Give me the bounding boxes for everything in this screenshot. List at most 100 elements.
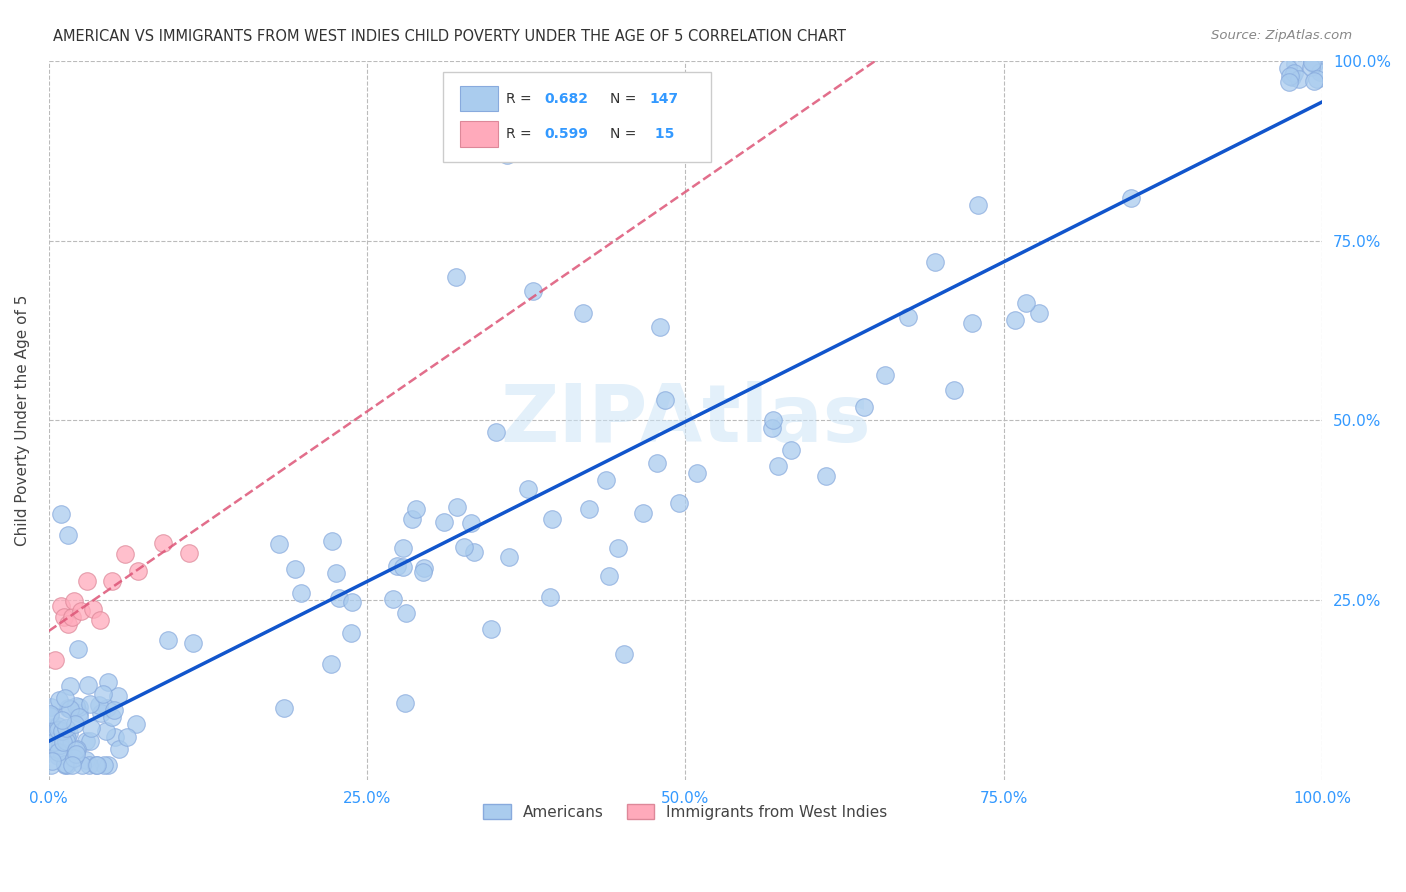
- Point: [91, 687, 114, 701]
- Point: [77, 678, 100, 692]
- Legend: Americans, Immigrants from West Indies: Americans, Immigrants from West Indies: [477, 797, 894, 826]
- Point: [538, 591, 561, 605]
- Point: [93, 758, 115, 772]
- Point: [49, 739, 72, 753]
- Point: [762, 413, 785, 427]
- Point: [66, 742, 89, 756]
- Point: [60, 758, 83, 772]
- Point: [516, 483, 538, 497]
- Point: [65, 743, 87, 757]
- Point: [86, 758, 108, 772]
- Point: [382, 591, 405, 606]
- Text: 15: 15: [650, 128, 673, 142]
- Point: [65, 747, 87, 761]
- Point: [157, 633, 180, 648]
- Point: [780, 443, 803, 458]
- Point: [51, 507, 73, 521]
- Point: [181, 636, 204, 650]
- Point: [114, 547, 136, 561]
- Point: [1299, 60, 1322, 74]
- Point: [1309, 64, 1331, 78]
- Point: [67, 700, 90, 714]
- Point: [48, 692, 70, 706]
- FancyBboxPatch shape: [443, 72, 711, 161]
- Point: [177, 546, 200, 560]
- Point: [87, 698, 110, 713]
- Point: [90, 706, 112, 720]
- Point: [39, 758, 62, 772]
- Point: [319, 657, 342, 671]
- Point: [392, 560, 415, 574]
- Point: [67, 706, 90, 720]
- Point: [75, 734, 97, 748]
- Point: [1119, 191, 1142, 205]
- Point: [1306, 72, 1329, 87]
- Point: [38, 706, 60, 721]
- Point: [395, 606, 418, 620]
- Point: [80, 721, 103, 735]
- Point: [69, 604, 91, 618]
- Text: R =: R =: [506, 92, 536, 105]
- Point: [578, 502, 600, 516]
- Point: [38, 734, 60, 748]
- Point: [1284, 66, 1306, 80]
- Text: 147: 147: [650, 92, 679, 105]
- Point: [401, 512, 423, 526]
- Point: [1028, 306, 1050, 320]
- Point: [152, 536, 174, 550]
- Point: [107, 741, 129, 756]
- Point: [51, 723, 73, 738]
- Point: [127, 564, 149, 578]
- Point: [56, 528, 79, 542]
- Point: [522, 284, 544, 298]
- Point: [572, 305, 595, 319]
- Point: [897, 310, 920, 324]
- Point: [75, 753, 97, 767]
- Point: [540, 512, 562, 526]
- Point: [453, 540, 475, 554]
- Point: [1277, 61, 1299, 75]
- Point: [55, 734, 77, 748]
- Text: AMERICAN VS IMMIGRANTS FROM WEST INDIES CHILD POVERTY UNDER THE AGE OF 5 CORRELA: AMERICAN VS IMMIGRANTS FROM WEST INDIES …: [53, 29, 846, 44]
- Point: [1288, 71, 1310, 86]
- Point: [79, 758, 101, 772]
- Point: [51, 713, 73, 727]
- Point: [56, 700, 79, 714]
- Point: [967, 198, 990, 212]
- Point: [59, 679, 82, 693]
- Point: [101, 709, 124, 723]
- Point: [60, 609, 83, 624]
- Point: [52, 735, 75, 749]
- Point: [412, 561, 434, 575]
- Point: [613, 647, 636, 661]
- FancyBboxPatch shape: [460, 121, 498, 147]
- Point: [498, 549, 520, 564]
- Point: [606, 541, 628, 555]
- Point: [59, 702, 82, 716]
- Point: [942, 384, 965, 398]
- Point: [115, 730, 138, 744]
- Point: [1278, 69, 1301, 83]
- Point: [686, 466, 709, 480]
- Point: [53, 758, 76, 772]
- Point: [84, 758, 107, 772]
- Point: [38, 737, 60, 751]
- Point: [1301, 55, 1323, 70]
- Point: [48, 719, 70, 733]
- Point: [1284, 57, 1306, 71]
- Point: [96, 675, 118, 690]
- Point: [433, 515, 456, 529]
- Point: [53, 691, 76, 706]
- Point: [103, 702, 125, 716]
- Point: [55, 730, 77, 744]
- Text: 0.682: 0.682: [544, 92, 588, 105]
- Point: [63, 594, 86, 608]
- Point: [598, 569, 620, 583]
- Point: [79, 733, 101, 747]
- Point: [97, 758, 120, 772]
- Point: [654, 393, 676, 408]
- Point: [46, 749, 69, 764]
- Point: [89, 613, 111, 627]
- Point: [39, 700, 62, 714]
- Point: [53, 757, 76, 772]
